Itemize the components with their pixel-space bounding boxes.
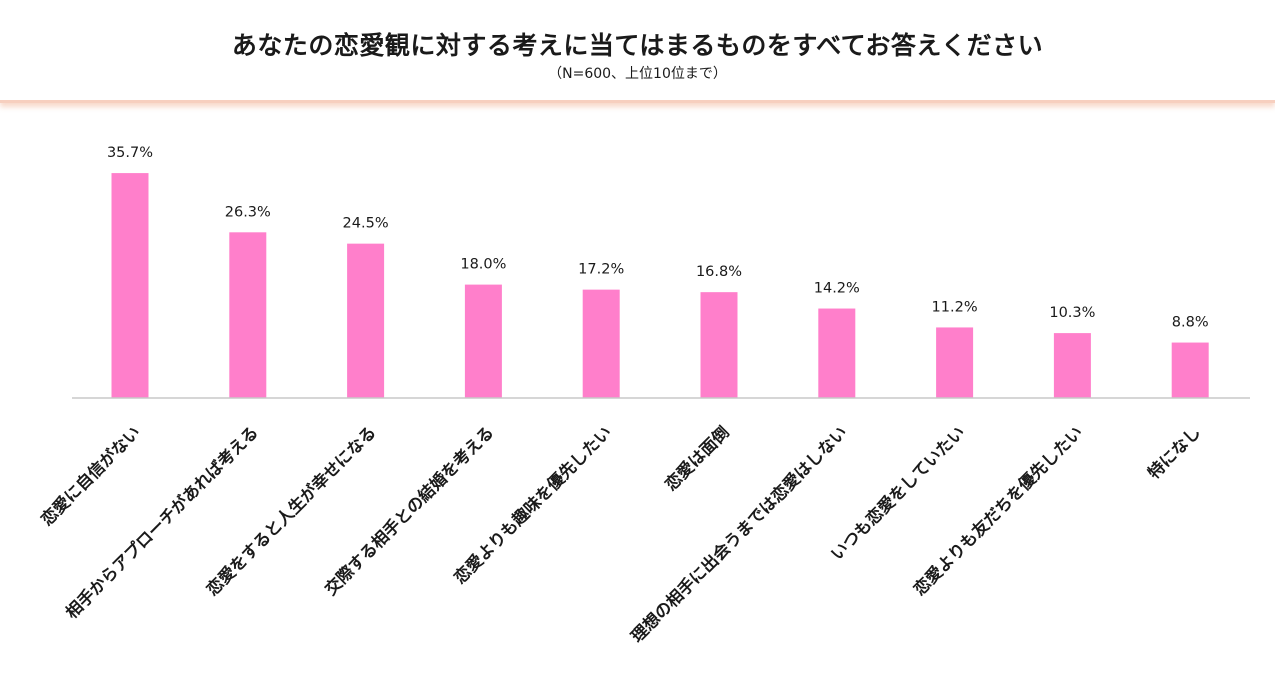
bar-6	[700, 292, 738, 398]
category-label-10: 特になし	[1143, 422, 1204, 483]
chart-subtitle: （N=600、上位10位まで）	[548, 66, 727, 82]
value-label-8: 11.2%	[932, 299, 978, 315]
value-labels-group: 35.7% 26.3% 24.5% 18.0% 17.2% 16.8% 14.2% 11.2%…	[107, 145, 1209, 330]
value-label-7: 14.2%	[814, 281, 860, 297]
chart-header: あなたの恋愛観に対する考えに当てはまるものをすべてお答えください （N=600、…	[0, 0, 1275, 103]
category-label-7: 理想の相手に出会うまでは恋愛はしない	[627, 422, 851, 646]
bar-7	[818, 308, 856, 398]
bar-10	[1171, 342, 1209, 398]
value-label-5: 17.2%	[578, 262, 624, 278]
value-label-6: 16.8%	[696, 264, 742, 280]
value-label-2: 26.3%	[225, 204, 271, 220]
bar-9	[1053, 333, 1091, 398]
bar-5	[582, 289, 620, 398]
bar-8	[936, 327, 974, 398]
value-label-9: 10.3%	[1049, 305, 1095, 321]
bar-4	[464, 284, 502, 398]
bar-3	[347, 243, 385, 398]
category-label-8: いつも恋愛をしていたい	[826, 422, 968, 564]
category-label-1: 恋愛に自信がない	[37, 422, 144, 529]
chart-title: あなたの恋愛観に対する考えに当てはまるものをすべてお答えください	[231, 31, 1044, 60]
category-label-2: 相手からアプローチがあれば考える	[61, 422, 261, 622]
bar-2	[229, 232, 267, 398]
value-label-4: 18.0%	[460, 257, 506, 273]
category-labels-group: 恋愛に自信がない相手からアプローチがあれば考える恋愛をすると人生が幸せになる交際…	[37, 422, 1205, 646]
value-label-1: 35.7%	[107, 145, 153, 161]
bar-1	[111, 173, 149, 398]
value-label-10: 8.8%	[1172, 315, 1209, 331]
value-label-3: 24.5%	[343, 216, 389, 232]
category-label-6: 恋愛は面倒	[661, 422, 733, 494]
bars-group	[111, 173, 1209, 398]
